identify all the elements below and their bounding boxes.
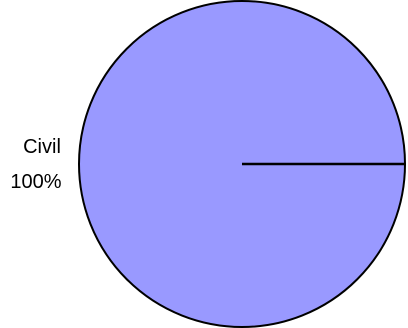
slice-label-civil-percent: 100%: [10, 171, 61, 193]
pie-slices: [78, 0, 406, 328]
slice-label-civil-name: Civil: [23, 136, 61, 158]
